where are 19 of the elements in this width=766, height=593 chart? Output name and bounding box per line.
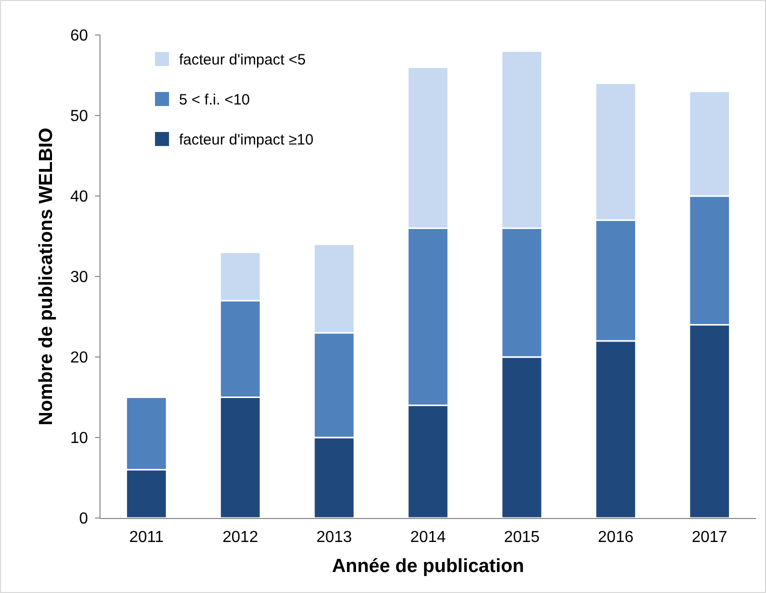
x-tick-label: 2014 — [410, 529, 446, 546]
legend-label: facteur d'impact ≥10 — [179, 131, 314, 148]
x-tick-label: 2016 — [598, 529, 634, 546]
x-axis-title: Année de publication — [332, 556, 524, 577]
y-axis-title: Nombre de publications WELBIO — [36, 128, 57, 426]
y-tick-label: 60 — [70, 28, 88, 45]
y-tick-label: 40 — [70, 188, 88, 206]
x-tick-label: 2013 — [316, 529, 352, 546]
legend-label: facteur d'impact <5 — [179, 51, 306, 68]
y-tick-label: 20 — [70, 350, 88, 367]
x-tick-label: 2017 — [692, 529, 728, 546]
y-tick-label: 50 — [70, 108, 88, 126]
x-tick-label: 2012 — [222, 529, 258, 546]
y-tick-label: 10 — [70, 430, 88, 448]
y-tick-label: 30 — [70, 269, 88, 286]
y-tick-label: 0 — [79, 510, 88, 528]
legend-label: 5 < f.i. <10 — [179, 91, 250, 108]
x-tick-label: 2011 — [129, 529, 164, 546]
x-tick-label: 2015 — [504, 529, 540, 546]
